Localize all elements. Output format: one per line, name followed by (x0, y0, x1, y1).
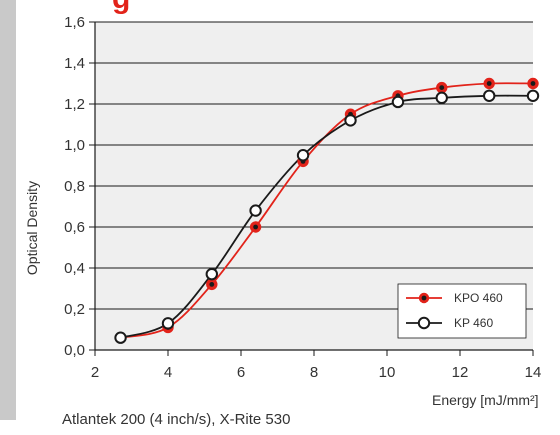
series-1-point-center (253, 224, 258, 230)
y-tick-label: 0,4 (64, 260, 85, 277)
legend-box (397, 283, 527, 339)
x-tick-label: 12 (452, 364, 469, 381)
series-1-point-center (486, 81, 492, 86)
y-tick-label: 1,6 (64, 14, 85, 31)
legend-label-2: KP 460 (454, 316, 493, 330)
series-2-point (391, 95, 405, 109)
x-tick-label: 2 (91, 364, 99, 381)
series-2-point (249, 204, 262, 217)
series-2-point (114, 331, 127, 344)
series-2-point (161, 317, 175, 330)
x-tick-label: 6 (237, 364, 245, 381)
y-tick-label: 0,6 (64, 219, 85, 236)
series-2-point (296, 149, 310, 162)
tick-labels: 0,0 0,2 0,4 0,6 0,8 1,0 1,2 1,4 1,6 2 4 6 8 10 12 14 (64, 14, 541, 381)
axes (89, 21, 534, 356)
series-1-point-center (209, 282, 215, 287)
legend: KPO 460 KP 460 (397, 283, 527, 339)
series-points (114, 77, 540, 344)
series-2-point (344, 114, 357, 127)
y-tick-label: 0,2 (64, 301, 85, 318)
left-accent-bar (0, 0, 16, 420)
y-tick-label: 0,0 (64, 342, 85, 359)
y-tick-label: 1,0 (64, 137, 85, 154)
x-tick-label: 4 (164, 364, 172, 381)
x-tick-label: 8 (310, 364, 318, 381)
footnote: Atlantek 200 (4 inch/s), X-Rite 530 (62, 411, 291, 428)
chart-title-text: g (112, 0, 131, 16)
chart-title-fragment: g (112, 0, 232, 16)
series-line-1 (120, 82, 534, 339)
series-1-point-center (530, 81, 536, 86)
y-tick-label: 1,2 (64, 96, 85, 113)
series-lines (120, 82, 534, 339)
series-1-point-center (439, 85, 445, 90)
legend-marker-center-1 (421, 295, 427, 301)
legend-marker-2 (417, 316, 431, 330)
legend-label-1: KPO 460 (454, 291, 503, 305)
x-tick-label: 10 (379, 364, 396, 381)
y-tick-label: 1,4 (64, 55, 85, 72)
grid-lines (95, 21, 533, 310)
x-tick-label: 14 (525, 364, 542, 381)
series-2-point (483, 89, 496, 103)
y-tick-label: 0,8 (64, 178, 85, 195)
series-2-point (205, 267, 219, 281)
series-2-point (435, 91, 448, 105)
x-axis-label: Energy [mJ/mm²] (432, 392, 539, 408)
series-2-point (526, 89, 540, 103)
y-axis-label: Optical Density (24, 181, 40, 275)
series-line-2 (120, 94, 534, 339)
